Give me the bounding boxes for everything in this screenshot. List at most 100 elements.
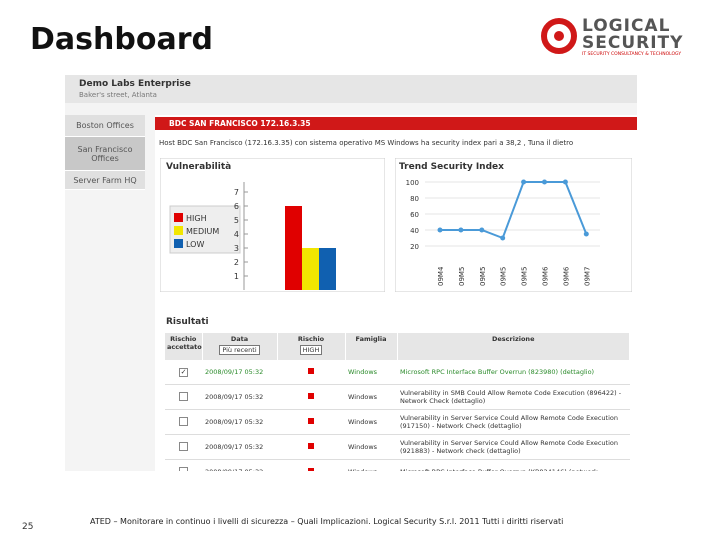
cell (165, 384, 202, 410)
cell-description: Microsoft RPC Interface Buffer Overrun (… (397, 360, 630, 385)
cell (277, 384, 345, 410)
checkbox[interactable] (179, 466, 188, 471)
point (542, 179, 547, 185)
point (479, 227, 485, 233)
x-tick-label: 09M5 (479, 267, 487, 286)
cell-date: 2008/09/17 05:32 (202, 360, 277, 385)
point (500, 235, 506, 241)
cell (165, 434, 202, 460)
header-row: Rischio accettato Data Più recenti Rischio H… (165, 333, 630, 360)
y-tick-label: 100 (406, 179, 419, 187)
cell-family: Windows (345, 360, 397, 385)
logo-text: SECURITY (582, 33, 684, 53)
slide-title: Dashboard (30, 22, 213, 57)
cell (277, 409, 345, 435)
filter-select[interactable]: HIGH (299, 345, 323, 355)
column-header: Rischio accettato (165, 333, 203, 360)
logo-text: LOGICAL (582, 16, 671, 36)
cell-description: Vulnerability in Server Service Could Al… (397, 409, 630, 435)
chart-title: Trend Security Index (399, 162, 504, 172)
cell-date: 2008/09/17 05:32 (202, 409, 277, 435)
main-panel: BDC SAN FRANCISCO 172.16.3.35 Host BDC S… (155, 115, 637, 471)
panel (395, 158, 632, 292)
column-title: Rischio accettato (167, 335, 202, 351)
cell-family: Windows (345, 459, 397, 471)
x-tick-label: 09M6 (542, 266, 550, 286)
cell-date: 2008/09/17 05:32 (202, 434, 277, 460)
screenshot: Demo Labs Enterprise Baker's street, Atl… (65, 75, 637, 471)
x-tick-label: 09M5 (500, 267, 508, 286)
bar (319, 248, 336, 290)
column-title: Data (230, 335, 249, 343)
column-header: Rischio HIGH (277, 333, 346, 360)
sidebar-item[interactable]: San Francisco Offices (65, 137, 145, 171)
cell-date: 2008/09/17 05:32 (202, 459, 277, 471)
y-tick-label: 20 (410, 243, 419, 251)
checkbox[interactable]: ✓ (179, 367, 188, 377)
legend-label: MEDIUM (186, 227, 219, 236)
result-row: 2008/09/17 05:32 Windows Vulnerability in … (165, 434, 630, 460)
vulnerability-chart: Vulnerabilità 1 2 3 4 5 6 7 HIGH MEDIUM LOW (160, 158, 385, 292)
result-row: 2008/09/17 05:32 Windows Vulnerability in … (165, 384, 630, 410)
chart-title: Vulnerabilità (166, 162, 231, 172)
checkbox[interactable] (179, 441, 188, 451)
bar (285, 206, 302, 290)
result-row: 2008/09/17 05:32 Windows Vulnerability in … (165, 409, 630, 435)
footer: ATED – Monitorare in continuo i livelli … (90, 517, 564, 526)
filter-select[interactable]: Più recenti (219, 345, 260, 355)
legend-swatch (174, 239, 183, 248)
y-tick-label: 40 (410, 227, 419, 235)
cell (277, 360, 345, 385)
cell-family: Windows (345, 434, 397, 460)
column-title: Descrizione (492, 335, 535, 343)
cell-family: Windows (345, 384, 397, 410)
y-tick-label: 60 (410, 211, 419, 219)
risk-indicator (308, 468, 314, 471)
cell (165, 409, 202, 435)
cell-description: Vulnerability in Server Service Could Al… (397, 434, 630, 460)
company-address: Baker's street, Atlanta (79, 91, 157, 99)
cell-description: Vulnerability in SMB Could Allow Remote … (397, 384, 630, 410)
risk-indicator (308, 368, 314, 374)
header: Demo Labs Enterprise Baker's street, Atl… (65, 75, 637, 103)
page-number: 25 (22, 522, 34, 532)
column-header: Famiglia (345, 333, 398, 360)
legend-label: LOW (186, 240, 204, 249)
risk-indicator (308, 393, 314, 399)
cell: ✓ (165, 360, 202, 385)
cell (277, 434, 345, 460)
results-table: Rischio accettato Data Più recenti Rischio H… (165, 333, 630, 471)
logo-tagline: IT SECURITY CONSULTANCY & TECHNOLOGY (582, 52, 682, 57)
point (521, 179, 527, 185)
column-header: Descrizione (397, 333, 630, 360)
company-name: Demo Labs Enterprise (79, 79, 191, 89)
sidebar-item[interactable]: Boston Offices (65, 115, 145, 137)
x-tick-label: 09M6 (562, 266, 570, 286)
trend-chart: Trend Security Index 20 40 60 80 100 09M4 09M5… (395, 158, 632, 292)
x-tick-label: 09M5 (521, 267, 529, 286)
results-title: Risultati (166, 317, 209, 327)
x-tick-label: 09M4 (437, 266, 445, 286)
checkbox[interactable] (179, 391, 188, 401)
x-tick-label: 09M7 (583, 267, 591, 286)
sidebar-item[interactable]: Server Farm HQ (65, 171, 145, 190)
checkbox[interactable] (179, 416, 188, 426)
risk-indicator (308, 418, 314, 424)
legend-swatch (174, 226, 183, 235)
y-tick-label: 3 (234, 244, 239, 253)
bar (302, 248, 319, 290)
cell (277, 459, 345, 471)
cell (165, 459, 202, 471)
cell-date: 2008/09/17 05:32 (202, 384, 277, 410)
risk-indicator (308, 443, 314, 449)
trend-line (440, 181, 588, 240)
point (562, 179, 568, 185)
point (583, 231, 589, 237)
legend-swatch (174, 213, 183, 222)
y-tick-label: 6 (234, 202, 239, 211)
cell-family: Windows (345, 409, 397, 435)
column-title: Famiglia (355, 335, 387, 343)
y-tick-label: 7 (234, 188, 239, 197)
